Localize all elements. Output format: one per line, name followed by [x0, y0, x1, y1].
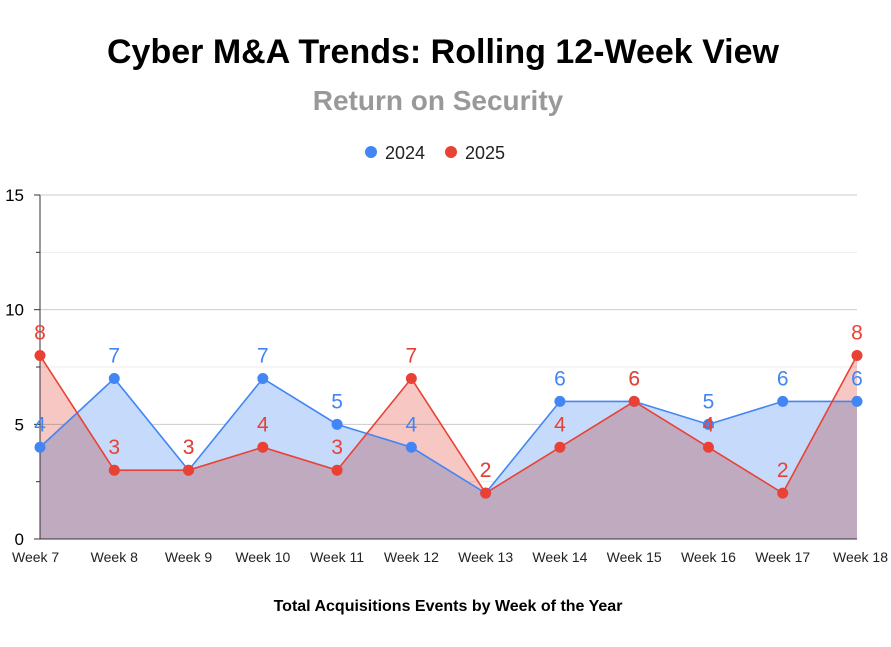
data-label-2024: 5 — [703, 390, 715, 413]
data-point-2025 — [628, 395, 640, 407]
data-point-2025 — [777, 487, 789, 499]
y-tick-label: 10 — [5, 301, 24, 320]
data-label-2025: 4 — [703, 413, 715, 436]
legend-label-2025: 2025 — [465, 143, 505, 163]
data-label-2024: 7 — [108, 344, 120, 367]
data-label-2025: 4 — [257, 413, 269, 436]
data-label-2024: 6 — [851, 367, 863, 390]
data-label-2024: 2 — [480, 459, 492, 482]
x-tick-label: Week 16 — [681, 549, 736, 565]
chart-title: Cyber M&A Trends: Rolling 12-Week View — [107, 33, 780, 71]
data-label-2024: 4 — [34, 413, 46, 436]
data-label-2025: 3 — [331, 436, 343, 459]
data-label-2024: 4 — [406, 413, 418, 436]
data-point-2024 — [851, 395, 863, 407]
data-point-2025 — [183, 464, 195, 476]
x-tick-label: Week 17 — [755, 549, 810, 565]
area-fill-2025 — [40, 355, 857, 539]
data-point-2025 — [34, 350, 46, 362]
data-point-2024 — [257, 372, 269, 384]
data-point-2024 — [554, 395, 566, 407]
data-point-2024 — [331, 418, 343, 430]
data-point-2025 — [108, 464, 120, 476]
data-point-2024 — [702, 418, 714, 430]
data-point-2024 — [108, 372, 120, 384]
y-tick-label: 5 — [15, 415, 24, 434]
legend-marker-2024 — [365, 146, 377, 158]
y-tick-label: 15 — [5, 186, 24, 205]
data-label-2024: 6 — [628, 367, 640, 390]
data-label-2024: 3 — [183, 436, 195, 459]
x-tick-labels: Week 7 Week 8 Week 9 Week 10 Week 11 Week 12 W… — [12, 549, 888, 565]
data-label-2025: 6 — [628, 367, 640, 390]
data-point-2025 — [554, 441, 566, 453]
data-label-2024: 5 — [331, 390, 343, 413]
data-points — [34, 350, 863, 499]
x-tick-label: Week 15 — [607, 549, 662, 565]
x-tick-label: Week 11 — [310, 549, 364, 565]
data-label-2025: 8 — [34, 322, 46, 345]
data-point-2024 — [405, 441, 417, 453]
y-tick-labels: 0 5 10 15 — [5, 186, 24, 549]
legend-marker-2025 — [445, 146, 457, 158]
data-point-2025 — [405, 372, 417, 384]
x-tick-label: Week 18 — [833, 549, 888, 565]
data-label-2025: 7 — [406, 344, 418, 367]
data-label-2025: 2 — [480, 459, 492, 482]
data-point-2025 — [331, 464, 343, 476]
legend-label-2024: 2024 — [385, 143, 425, 163]
series-line-2025 — [39, 355, 858, 495]
data-label-2024: 7 — [257, 344, 269, 367]
data-point-2025 — [702, 441, 714, 453]
data-point-2025 — [851, 350, 863, 362]
axes — [34, 194, 857, 540]
data-label-2025: 3 — [108, 436, 120, 459]
data-label-2025: 4 — [554, 413, 566, 436]
legend[interactable]: 2024 2025 — [365, 143, 505, 163]
x-tick-label: Week 7 — [12, 549, 59, 565]
data-label-2024: 6 — [777, 367, 789, 390]
data-label-2025: 8 — [851, 322, 863, 345]
data-point-2024 — [34, 441, 46, 453]
data-label-2025: 2 — [777, 459, 789, 482]
y-tick-label: 0 — [15, 530, 24, 549]
data-label-2024: 6 — [554, 367, 566, 390]
data-point-2024 — [777, 395, 789, 407]
x-tick-label: Week 12 — [384, 549, 439, 565]
data-label-2025: 3 — [183, 436, 195, 459]
data-point-2025 — [257, 441, 269, 453]
series-line-2024 — [39, 377, 857, 495]
x-axis-label: Total Acquisitions Events by Week of the… — [274, 598, 623, 615]
series-lines — [39, 355, 858, 495]
x-tick-label: Week 9 — [165, 549, 212, 565]
chart-subtitle: Return on Security — [313, 85, 564, 116]
x-tick-label: Week 13 — [458, 549, 513, 565]
x-tick-label: Week 14 — [532, 549, 587, 565]
data-point-2025 — [480, 487, 492, 499]
x-tick-label: Week 8 — [91, 549, 138, 565]
x-tick-label: Week 10 — [235, 549, 290, 565]
area-fills — [40, 355, 857, 539]
